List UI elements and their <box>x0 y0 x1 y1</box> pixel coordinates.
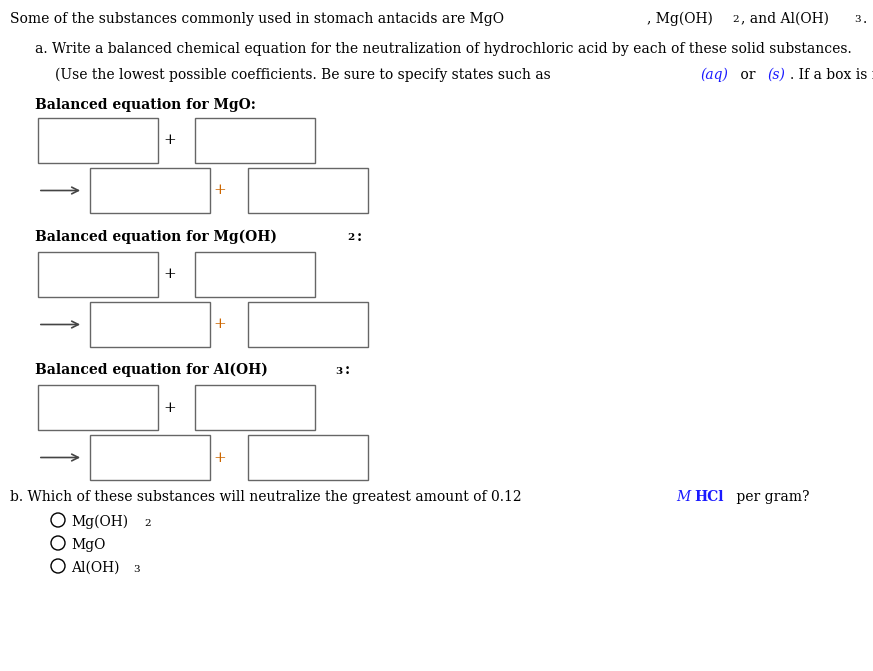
Text: Mg(OH): Mg(OH) <box>71 515 128 529</box>
Bar <box>90 435 210 480</box>
Text: 2: 2 <box>732 15 739 25</box>
Text: 3: 3 <box>855 15 861 25</box>
Text: .: . <box>863 12 867 26</box>
Text: +: + <box>163 401 176 415</box>
Text: +: + <box>214 317 226 331</box>
Text: +: + <box>214 183 226 197</box>
Text: +: + <box>163 134 176 148</box>
Bar <box>38 385 158 430</box>
Text: (aq): (aq) <box>700 68 728 83</box>
Text: MgO: MgO <box>71 538 106 552</box>
Bar <box>195 118 315 163</box>
Text: +: + <box>163 268 176 282</box>
Text: Balanced equation for Al(OH): Balanced equation for Al(OH) <box>35 363 268 377</box>
Text: , Mg(OH): , Mg(OH) <box>648 12 713 26</box>
Text: :: : <box>356 230 361 244</box>
Text: (s): (s) <box>767 68 785 82</box>
Bar <box>38 118 158 163</box>
Bar <box>38 252 158 297</box>
Text: . If a box is not needed, leave it blank.): . If a box is not needed, leave it blank… <box>790 68 873 82</box>
Bar <box>248 435 368 480</box>
Text: 2: 2 <box>145 519 151 527</box>
Bar <box>248 302 368 347</box>
Text: 3: 3 <box>335 366 342 376</box>
Bar <box>195 385 315 430</box>
Text: :: : <box>345 363 350 377</box>
Text: 3: 3 <box>134 564 141 574</box>
Bar <box>248 168 368 213</box>
Bar <box>90 168 210 213</box>
Bar <box>90 302 210 347</box>
Text: (Use the lowest possible coefficients. Be sure to specify states such as: (Use the lowest possible coefficients. B… <box>55 68 555 83</box>
Text: 2: 2 <box>347 234 354 242</box>
Text: Balanced equation for MgO:: Balanced equation for MgO: <box>35 98 256 112</box>
Text: b. Which of these substances will neutralize the greatest amount of 0.12: b. Which of these substances will neutra… <box>10 490 526 504</box>
Text: Some of the substances commonly used in stomach antacids are MgO: Some of the substances commonly used in … <box>10 12 504 26</box>
Text: M: M <box>676 490 690 504</box>
Text: Al(OH): Al(OH) <box>71 561 120 575</box>
Text: per gram?: per gram? <box>732 490 810 504</box>
Text: or: or <box>736 68 760 82</box>
Text: a. Write a balanced chemical equation for the neutralization of hydrochloric aci: a. Write a balanced chemical equation fo… <box>35 42 852 56</box>
Text: , and Al(OH): , and Al(OH) <box>741 12 829 26</box>
Text: HCl: HCl <box>694 490 724 504</box>
Bar <box>195 252 315 297</box>
Text: +: + <box>214 450 226 464</box>
Text: Balanced equation for Mg(OH): Balanced equation for Mg(OH) <box>35 230 277 244</box>
